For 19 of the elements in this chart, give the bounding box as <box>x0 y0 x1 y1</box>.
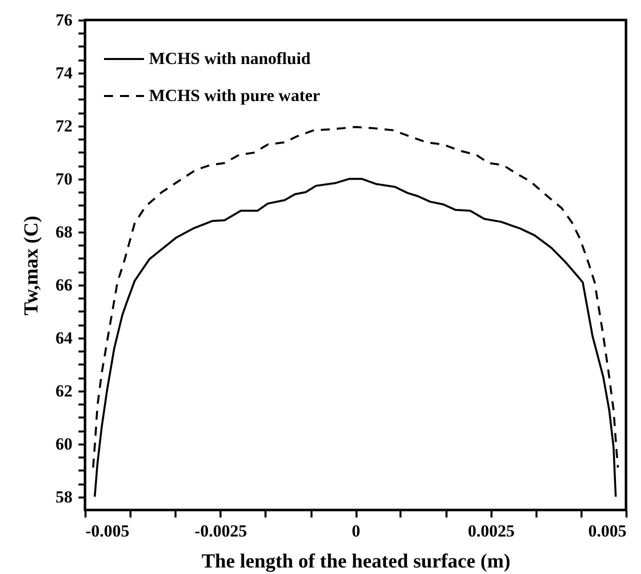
legend-label: MCHS with pure water <box>149 86 321 105</box>
y-tick-label: 72 <box>56 116 72 136</box>
y-tick-label: 76 <box>56 10 72 30</box>
x-tick-label: 0.005 <box>588 522 626 540</box>
x-tick-label: -0.005 <box>86 522 130 540</box>
x-tick-label: -0.0025 <box>194 522 247 540</box>
legend-label: MCHS with nanofluid <box>149 49 312 68</box>
y-tick-label: 66 <box>56 275 72 294</box>
y-tick-label: 64 <box>56 328 73 348</box>
y-tick-label: 68 <box>56 222 72 242</box>
y-tick-label: 60 <box>56 434 72 454</box>
y-tick-label: 70 <box>56 169 72 188</box>
y-tick-label: 62 <box>56 381 72 400</box>
y-axis-title: Tw,max (C) <box>20 216 42 316</box>
x-axis-title: The length of the heated surface (m) <box>202 550 510 572</box>
x-tick-label: 0.0025 <box>468 522 515 540</box>
y-tick-label: 58 <box>56 487 72 506</box>
x-tick-label: 0 <box>352 522 360 540</box>
y-tick-label: 74 <box>56 63 73 82</box>
